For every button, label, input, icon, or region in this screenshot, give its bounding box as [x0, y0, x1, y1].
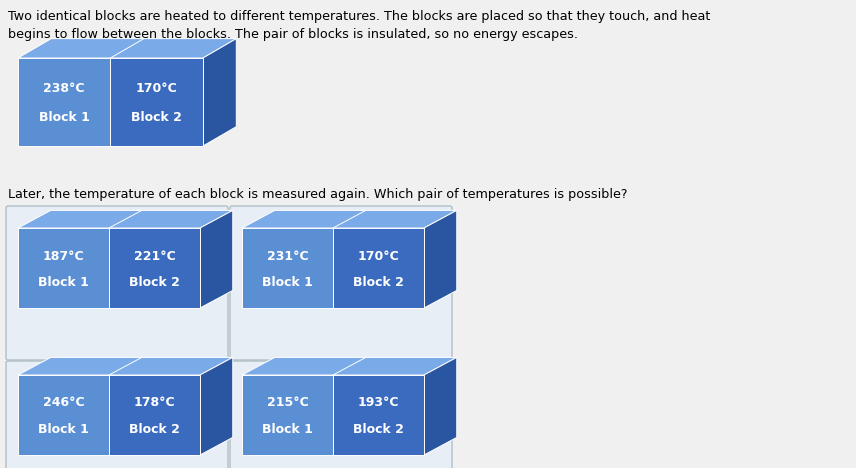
Bar — [333, 228, 424, 308]
Text: begins to flow between the blocks. The pair of blocks is insulated, so no energy: begins to flow between the blocks. The p… — [8, 28, 578, 41]
Text: 215°C: 215°C — [266, 396, 308, 410]
Polygon shape — [424, 358, 457, 455]
Text: 246°C: 246°C — [43, 396, 84, 410]
Text: Block 2: Block 2 — [353, 423, 404, 436]
Polygon shape — [200, 211, 233, 308]
Text: Block 1: Block 1 — [262, 423, 313, 436]
Text: Later, the temperature of each block is measured again. Which pair of temperatur: Later, the temperature of each block is … — [8, 188, 627, 201]
Polygon shape — [424, 211, 457, 308]
Text: Block 2: Block 2 — [129, 276, 180, 289]
Polygon shape — [18, 39, 236, 58]
Bar — [110, 58, 203, 146]
Polygon shape — [242, 358, 457, 375]
Text: 187°C: 187°C — [43, 249, 84, 263]
Polygon shape — [18, 211, 233, 228]
Text: 231°C: 231°C — [267, 249, 308, 263]
Polygon shape — [18, 358, 233, 375]
Bar — [18, 228, 109, 308]
Polygon shape — [242, 211, 457, 228]
Text: 170°C: 170°C — [136, 82, 178, 95]
Text: 238°C: 238°C — [44, 82, 85, 95]
Bar — [109, 375, 200, 455]
FancyBboxPatch shape — [230, 361, 452, 468]
Bar — [18, 58, 110, 146]
FancyBboxPatch shape — [6, 361, 228, 468]
Bar — [242, 228, 333, 308]
Text: 170°C: 170°C — [358, 249, 400, 263]
Polygon shape — [203, 39, 236, 146]
Bar — [109, 228, 200, 308]
Text: Two identical blocks are heated to different temperatures. The blocks are placed: Two identical blocks are heated to diffe… — [8, 10, 710, 23]
Text: Block 2: Block 2 — [129, 423, 180, 436]
Bar — [333, 375, 424, 455]
Bar — [18, 375, 109, 455]
Text: Block 1: Block 1 — [38, 423, 89, 436]
Text: 178°C: 178°C — [134, 396, 175, 410]
FancyBboxPatch shape — [6, 206, 228, 360]
Text: Block 1: Block 1 — [38, 276, 89, 289]
Text: Block 1: Block 1 — [39, 111, 90, 124]
FancyBboxPatch shape — [230, 206, 452, 360]
Text: 221°C: 221°C — [134, 249, 175, 263]
Text: 193°C: 193°C — [358, 396, 399, 410]
Text: Block 1: Block 1 — [262, 276, 313, 289]
Text: Block 2: Block 2 — [131, 111, 182, 124]
Text: Block 2: Block 2 — [353, 276, 404, 289]
Bar — [242, 375, 333, 455]
Polygon shape — [200, 358, 233, 455]
